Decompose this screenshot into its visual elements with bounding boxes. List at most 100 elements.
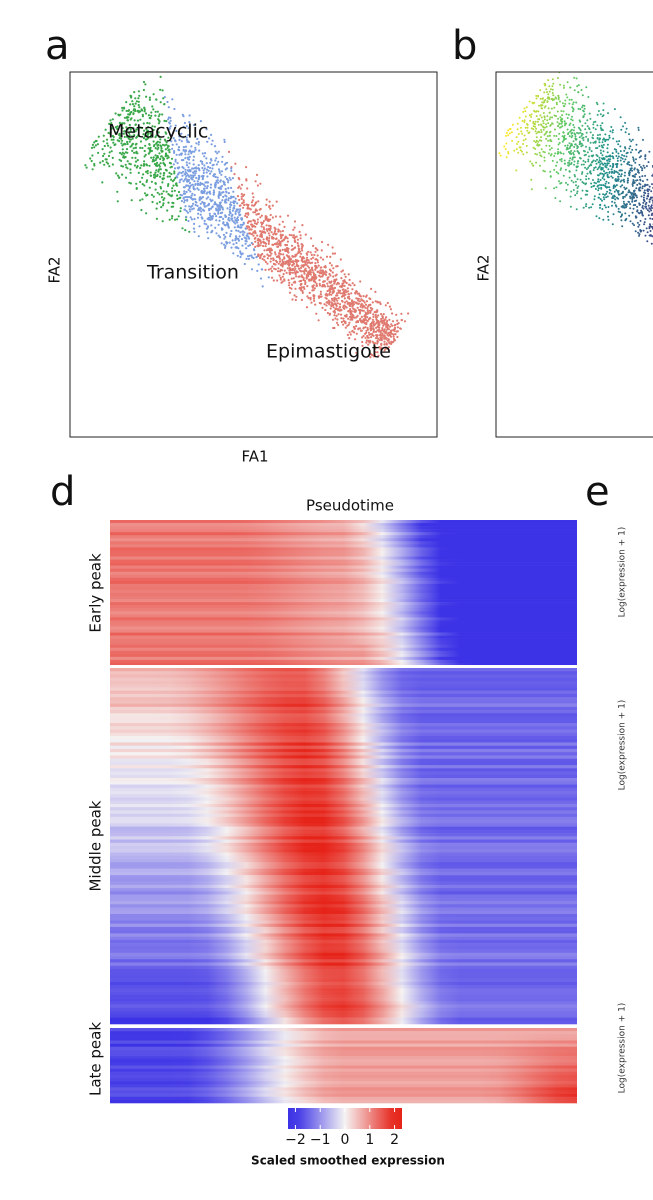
cell-point [212,163,215,166]
cell-point [111,156,114,159]
cell-point [557,69,559,71]
cell-point [577,151,580,154]
cell-point [324,270,327,273]
cell-point [538,151,541,154]
cell-point [308,272,312,275]
cell-point [561,102,564,105]
cell-point [85,166,88,169]
cell-point [186,199,189,202]
cell-point [163,163,166,166]
cell-point [603,198,606,201]
cell-point [629,195,632,198]
cell-point [536,120,539,123]
cell-point [254,240,257,243]
cell-point [208,212,211,215]
cell-point [335,292,339,295]
cell-point [375,326,378,329]
cell-point [346,287,349,290]
cell-point [132,147,135,150]
cell-point [365,300,368,303]
cell-point [339,285,342,288]
cell-point [178,135,181,138]
cell-point [150,180,153,183]
cell-point [330,284,333,287]
cell-point [229,197,232,200]
cell-point [313,294,316,297]
cell-point [154,114,157,117]
cell-point [207,203,210,206]
cell-point [254,231,257,234]
cell-point [240,197,243,200]
cell-point [96,143,99,146]
cell-point [564,99,567,102]
cell-point [352,300,356,303]
cell-point [298,230,301,233]
cell-point [239,187,242,190]
cell-point [628,201,631,203]
cell-point [542,122,545,125]
cell-point [155,207,158,210]
cell-point [271,265,274,268]
cell-point [568,98,571,101]
cell-point [384,304,387,307]
cell-point [372,315,375,318]
cell-point [166,209,169,212]
cell-point [131,149,134,152]
cell-point [595,215,598,218]
cell-point [313,287,316,290]
cell-point [135,100,138,103]
cell-point [288,291,292,294]
cell-point [524,115,527,118]
cell-point [263,259,266,262]
cell-point [591,203,594,206]
cell-point [257,200,260,203]
cell-point [251,199,254,202]
cell-point [590,206,593,209]
cell-point [607,168,610,171]
cell-point [244,227,247,230]
cell-point [256,244,259,247]
cell-point [604,133,607,136]
cell-point [239,208,242,211]
cell-point [545,144,548,147]
cell-point [252,224,255,228]
cell-point [243,231,246,234]
cell-point [378,346,381,349]
cell-point [576,190,579,193]
cell-point [645,184,648,187]
cell-point [386,319,389,323]
cell-point [603,162,606,165]
cell-point [207,137,211,140]
cell-point [183,196,186,199]
cell-point [175,153,178,156]
cell-point [256,234,259,237]
cell-point [110,127,113,130]
cell-point [376,340,379,343]
cell-point [369,352,372,356]
cell-point [216,152,219,155]
cell-point [276,270,280,273]
cell-point [555,97,558,100]
cell-point [364,326,367,329]
cell-point [601,167,604,169]
cell-point [174,176,177,180]
cell-point [606,162,609,165]
cell-point [383,343,386,346]
cell-point [266,253,269,256]
cell-point [116,174,120,177]
cell-point [201,160,204,163]
cell-point [569,195,572,198]
scatter-a [84,75,410,359]
cell-point [157,118,160,121]
cell-point [346,333,349,336]
cell-point [540,104,543,106]
cell-point [182,125,185,128]
cell-point [547,107,550,110]
cell-point [604,140,607,143]
cell-point [357,320,360,324]
cell-point [134,130,137,133]
cell-point [188,121,191,124]
cell-point [331,318,335,321]
cell-point [270,270,273,273]
cell-point [319,256,322,259]
